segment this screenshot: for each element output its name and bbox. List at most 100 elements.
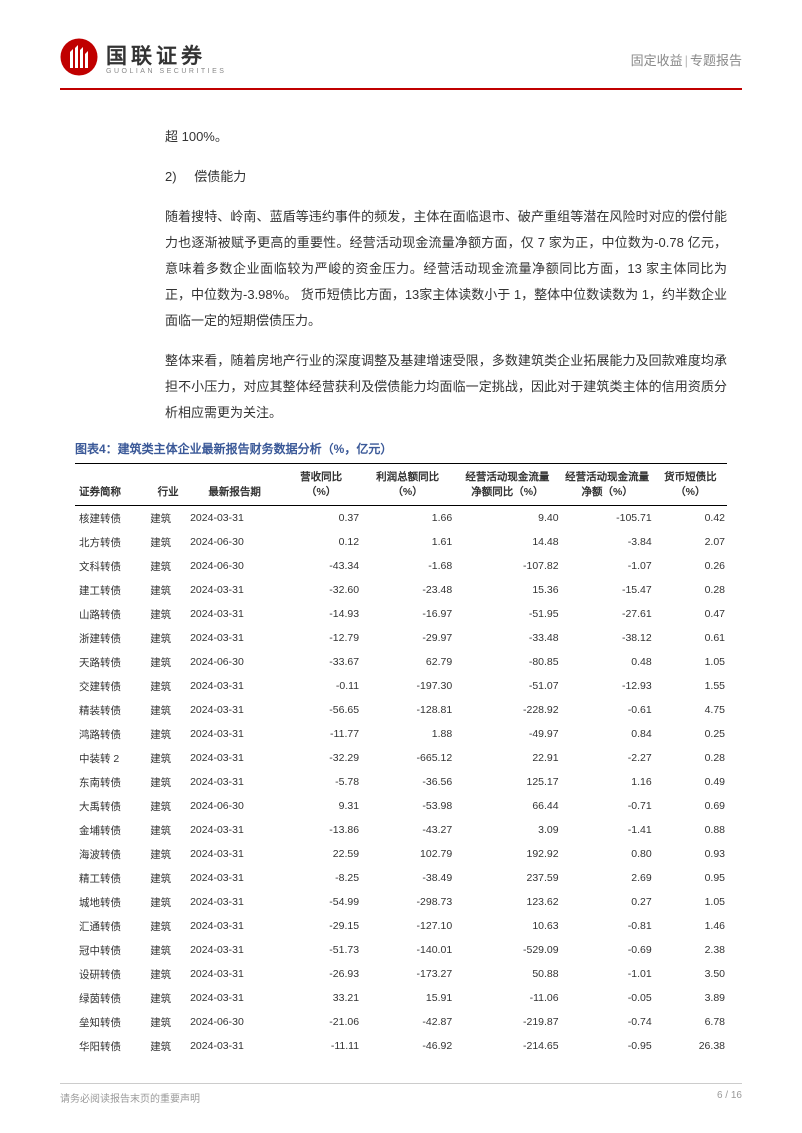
table-cell: 0.47	[654, 602, 727, 626]
table-cell: -529.09	[454, 938, 560, 962]
table-cell: 0.12	[281, 530, 361, 554]
table-cell: -2.27	[561, 746, 654, 770]
table-cell: 2024-03-31	[188, 842, 281, 866]
table-cell: 1.16	[561, 770, 654, 794]
table-cell: 0.28	[654, 746, 727, 770]
table-row: 海波转债建筑2024-03-3122.59102.79192.920.800.9…	[75, 842, 727, 866]
table-cell: 192.92	[454, 842, 560, 866]
table-cell: 123.62	[454, 890, 560, 914]
table-cell: 0.84	[561, 722, 654, 746]
table-cell: -54.99	[281, 890, 361, 914]
table-cell: 33.21	[281, 986, 361, 1010]
body-text: 超 100%。 2) 偿债能力 随着搜特、岭南、蓝盾等违约事件的频发，主体在面临…	[0, 90, 802, 426]
table-cell: -33.67	[281, 650, 361, 674]
table-cell: -11.77	[281, 722, 361, 746]
table-cell: 22.91	[454, 746, 560, 770]
table-row: 华阳转债建筑2024-03-31-11.11-46.92-214.65-0.95…	[75, 1034, 727, 1058]
table-cell: 建筑	[148, 1034, 188, 1058]
section-heading: 2) 偿债能力	[165, 164, 727, 190]
table-caption: 图表4：建筑类主体企业最新报告财务数据分析（%，亿元）	[75, 440, 727, 463]
table-cell: -33.48	[454, 626, 560, 650]
table-cell: 华阳转债	[75, 1034, 148, 1058]
table-cell: 建筑	[148, 602, 188, 626]
table-cell: -127.10	[361, 914, 454, 938]
table-head: 证券简称行业最新报告期营收同比（%）利润总额同比（%）经营活动现金流量净额同比（…	[75, 464, 727, 506]
table-cell: 建筑	[148, 530, 188, 554]
table-cell: -11.11	[281, 1034, 361, 1058]
table-cell: 建筑	[148, 674, 188, 698]
table-cell: 2024-03-31	[188, 914, 281, 938]
table-cell: 建筑	[148, 1010, 188, 1034]
table-cell: -51.07	[454, 674, 560, 698]
table-cell: 建筑	[148, 554, 188, 578]
table-cell: 2024-03-31	[188, 986, 281, 1010]
category-right: 专题报告	[690, 53, 742, 68]
table-cell: 15.36	[454, 578, 560, 602]
table-cell: -21.06	[281, 1010, 361, 1034]
table-cell: -80.85	[454, 650, 560, 674]
table-cell: -665.12	[361, 746, 454, 770]
table-cell: 建筑	[148, 746, 188, 770]
table-cell: -46.92	[361, 1034, 454, 1058]
table-cell: -5.78	[281, 770, 361, 794]
page-header: 国联证券 GUOLIAN SECURITIES 固定收益|专题报告	[0, 0, 802, 76]
table-cell: 9.31	[281, 794, 361, 818]
table-cell: 核建转债	[75, 506, 148, 531]
table-row: 金埔转债建筑2024-03-31-13.86-43.273.09-1.410.8…	[75, 818, 727, 842]
table-cell: 0.28	[654, 578, 727, 602]
table-cell: 1.55	[654, 674, 727, 698]
table-cell: -38.12	[561, 626, 654, 650]
table-cell: 2.69	[561, 866, 654, 890]
table-cell: 山路转债	[75, 602, 148, 626]
table-col-header: 经营活动现金流量净额同比（%）	[454, 464, 560, 506]
table-row: 交建转债建筑2024-03-31-0.11-197.30-51.07-12.93…	[75, 674, 727, 698]
table-cell: 0.25	[654, 722, 727, 746]
table-cell: 0.88	[654, 818, 727, 842]
table-cell: -15.47	[561, 578, 654, 602]
table-cell: 建筑	[148, 578, 188, 602]
table-cell: 0.26	[654, 554, 727, 578]
table-cell: 2024-03-31	[188, 962, 281, 986]
table-row: 大禹转债建筑2024-06-309.31-53.9866.44-0.710.69	[75, 794, 727, 818]
table-cell: -1.41	[561, 818, 654, 842]
table-row: 核建转债建筑2024-03-310.371.669.40-105.710.42	[75, 506, 727, 531]
table-cell: -43.27	[361, 818, 454, 842]
table-cell: -0.11	[281, 674, 361, 698]
table-cell: 14.48	[454, 530, 560, 554]
table-cell: -0.74	[561, 1010, 654, 1034]
table-cell: -3.84	[561, 530, 654, 554]
footer-disclaimer: 请务必阅读报告末页的重要声明	[60, 1090, 200, 1105]
table-cell: 绿茵转债	[75, 986, 148, 1010]
table-row: 精工转债建筑2024-03-31-8.25-38.49237.592.690.9…	[75, 866, 727, 890]
table-cell: 0.69	[654, 794, 727, 818]
table-cell: -0.81	[561, 914, 654, 938]
table-cell: -0.69	[561, 938, 654, 962]
table-cell: 城地转债	[75, 890, 148, 914]
table-cell: 建筑	[148, 986, 188, 1010]
table-cell: 1.61	[361, 530, 454, 554]
table-row: 汇通转债建筑2024-03-31-29.15-127.1010.63-0.811…	[75, 914, 727, 938]
table-cell: 鸿路转债	[75, 722, 148, 746]
table-cell: -14.93	[281, 602, 361, 626]
table-cell: -12.93	[561, 674, 654, 698]
table-col-header: 营收同比（%）	[281, 464, 361, 506]
table-cell: -29.15	[281, 914, 361, 938]
table-cell: 2024-06-30	[188, 554, 281, 578]
table-cell: 汇通转债	[75, 914, 148, 938]
data-table-wrap: 证券简称行业最新报告期营收同比（%）利润总额同比（%）经营活动现金流量净额同比（…	[75, 463, 727, 1058]
table-cell: -11.06	[454, 986, 560, 1010]
table-col-header: 行业	[148, 464, 188, 506]
table-cell: -49.97	[454, 722, 560, 746]
table-cell: 22.59	[281, 842, 361, 866]
table-cell: 建筑	[148, 890, 188, 914]
table-cell: 0.42	[654, 506, 727, 531]
paragraph-2: 随着搜特、岭南、蓝盾等违约事件的频发，主体在面临退市、破产重组等潜在风险时对应的…	[165, 204, 727, 334]
table-cell: -1.01	[561, 962, 654, 986]
table-cell: 10.63	[454, 914, 560, 938]
table-cell: -43.34	[281, 554, 361, 578]
table-cell: 66.44	[454, 794, 560, 818]
table-cell: 北方转债	[75, 530, 148, 554]
table-cell: 1.46	[654, 914, 727, 938]
table-cell: 62.79	[361, 650, 454, 674]
table-row: 中装转 2建筑2024-03-31-32.29-665.1222.91-2.27…	[75, 746, 727, 770]
